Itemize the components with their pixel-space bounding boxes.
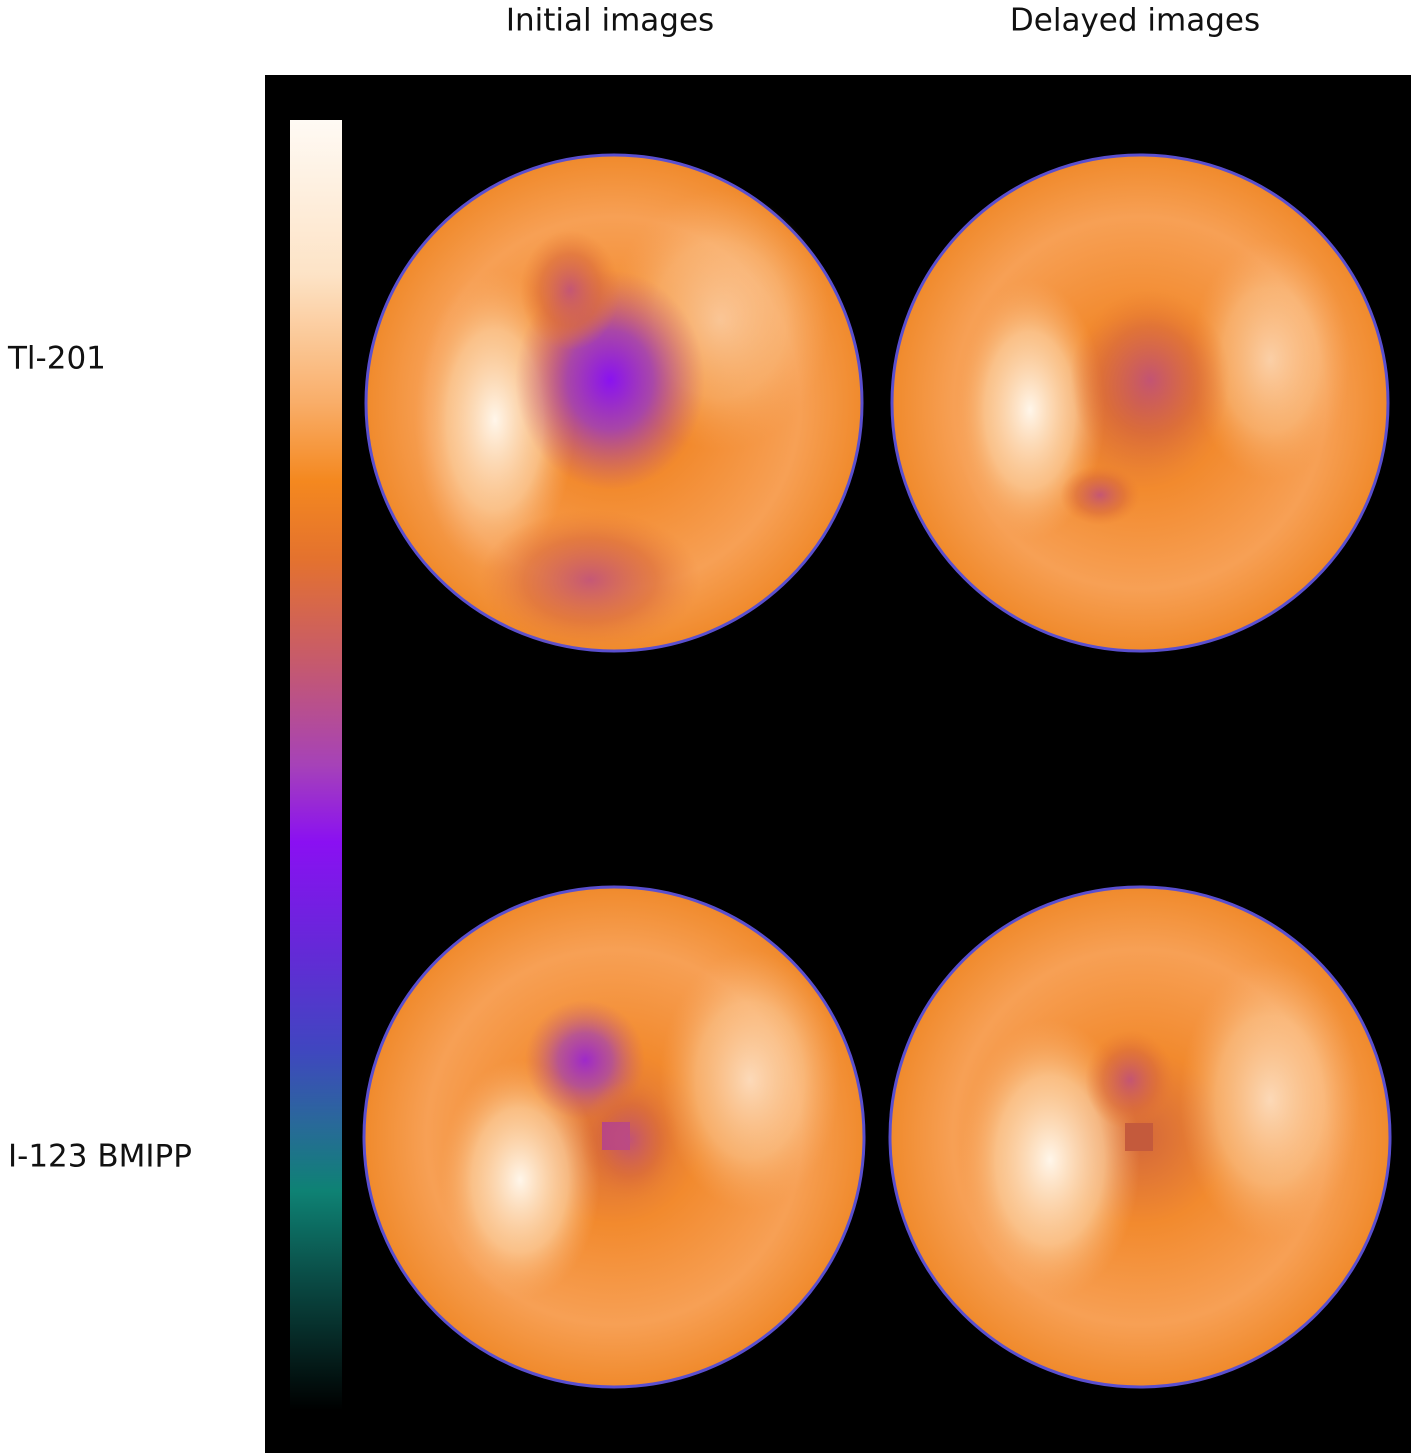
map-region <box>1125 1123 1153 1151</box>
map-region <box>1180 960 1360 1240</box>
map-region <box>955 280 1105 540</box>
map-region <box>520 230 620 350</box>
row-label: I-123 BMIPP <box>8 1139 192 1175</box>
polar-map <box>890 153 1390 653</box>
map-region <box>1060 465 1140 525</box>
map-region <box>1085 1030 1175 1130</box>
map-region <box>1070 290 1230 470</box>
polar-map <box>888 885 1392 1389</box>
row-label: Tl-201 <box>7 341 106 377</box>
map-region <box>440 1060 600 1300</box>
polar-map <box>362 885 866 1389</box>
polar-map <box>364 153 864 653</box>
color-scale <box>290 120 342 1410</box>
map-region <box>580 1080 680 1200</box>
map-region <box>1190 240 1350 480</box>
map-region <box>660 950 840 1210</box>
map-region <box>480 510 700 650</box>
column-header: Initial images <box>506 3 714 39</box>
column-header: Delayed images <box>1010 3 1260 39</box>
